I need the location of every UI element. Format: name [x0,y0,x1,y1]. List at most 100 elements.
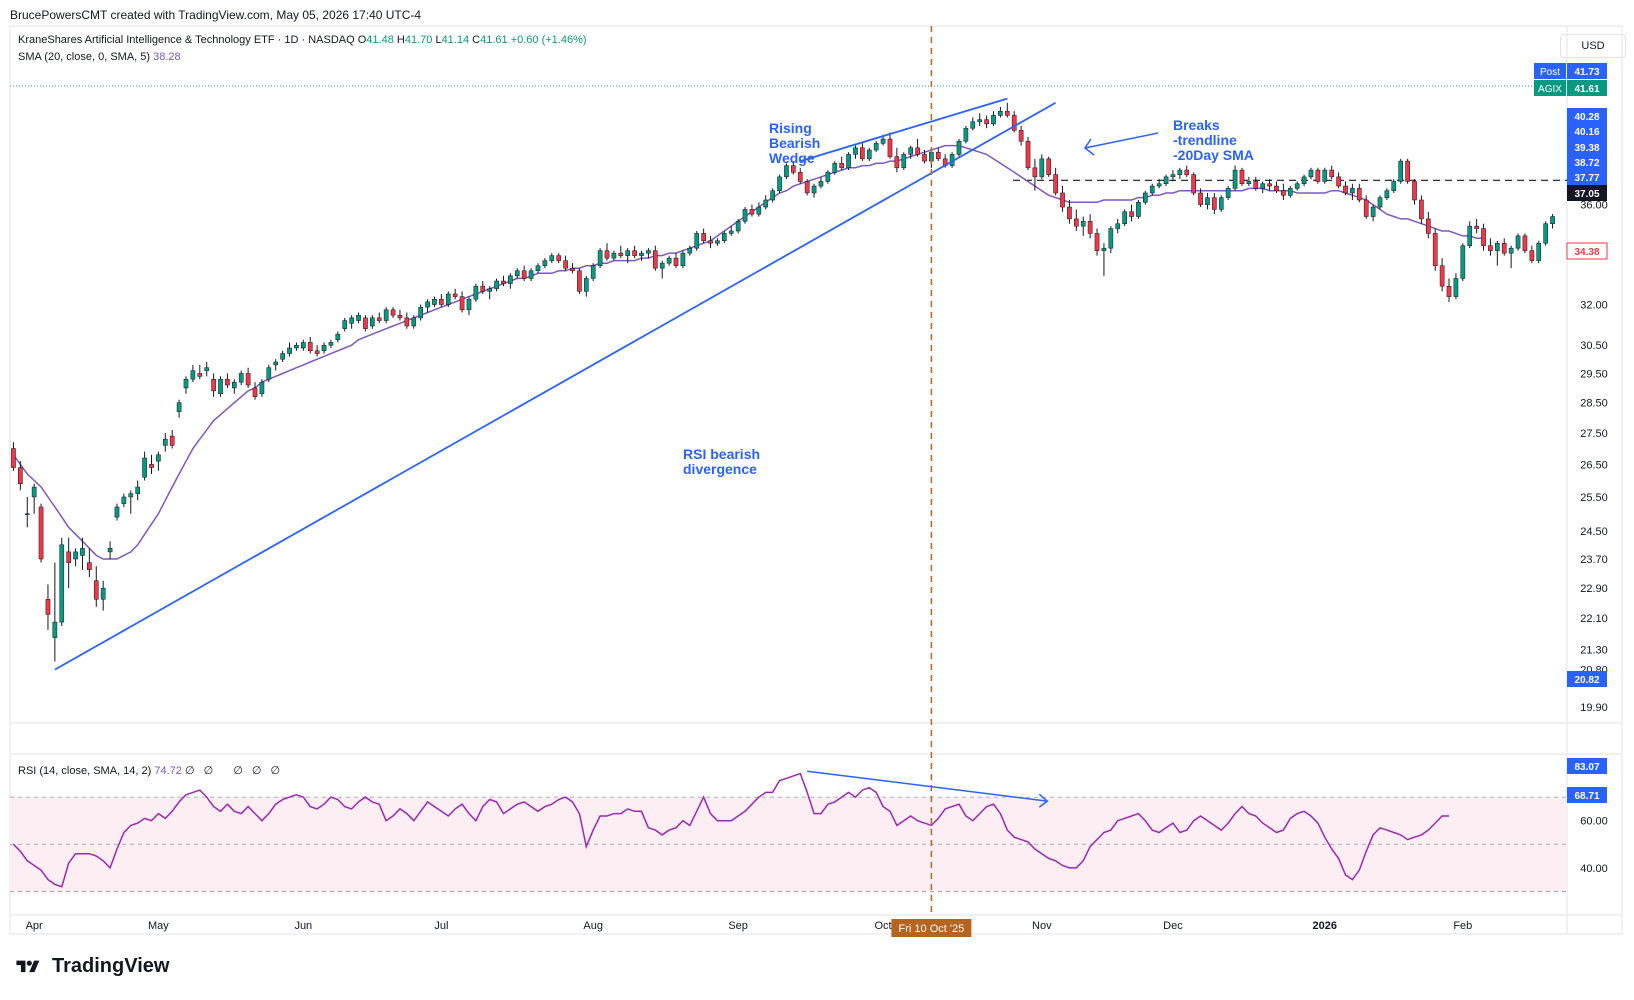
candle-body [611,252,617,259]
candle-body [715,240,720,244]
ohlc-high: 41.70 [404,34,433,46]
time-tick-label: Sep [728,920,748,932]
candle-body [818,181,824,187]
candle-body [259,381,265,395]
price-tick-label: 23.70 [1580,554,1608,566]
candle-body [701,233,706,242]
last-price-badge: 41.61 [1574,84,1599,95]
candle-body [342,320,348,329]
candle-body [1391,181,1397,191]
low-badge: 20.82 [1574,675,1599,686]
candle-body [280,353,285,360]
ohlc-close-label: C [472,34,481,46]
candle-body [680,252,686,266]
candle-body [370,317,375,327]
sma-label: SMA (20, close, 0, SMA, 5) [18,51,151,63]
candle-body [1074,218,1079,227]
last-price-badge-bg [1567,80,1607,96]
candle-body [1032,167,1038,178]
candle-body [1129,211,1134,217]
time-tick-label: Oct [875,920,892,932]
candle-body [528,270,534,279]
candle-body [542,260,548,266]
candle-body [659,262,665,269]
candle-body [1336,176,1341,187]
candle-body [93,580,99,600]
price-tick-label: 22.90 [1580,583,1608,595]
candle-body [956,140,962,155]
wedge-lower-trendline [54,101,1057,671]
tradingview-logo[interactable]: TradingView [12,955,169,978]
candle-body [873,143,879,151]
time-tick-label: 2026 [1313,920,1337,932]
candle-body [1432,233,1438,266]
candle-body [915,147,920,155]
candle-body [38,506,44,560]
candle-body [1149,185,1155,194]
candle-body [1170,174,1176,178]
candle-body [1212,197,1217,210]
candle-body [349,317,354,324]
post-price-badge-bg [1567,63,1607,79]
candle-body [1356,188,1362,201]
price-tick-label: 21.30 [1580,645,1608,657]
sma-value: 38.28 [153,51,181,63]
candle-body [1474,225,1479,229]
candle-body [839,163,844,169]
candle-body [556,255,562,261]
candle-body [328,342,334,346]
candle-body [1294,183,1300,189]
candle-body [998,110,1003,116]
breaks-annotation: Breaks [1173,117,1220,133]
candle-body [128,493,134,498]
candle-body [31,486,37,498]
candle-body [1398,160,1404,182]
candle-body [639,252,644,256]
ohlc-open: 41.48 [366,34,394,46]
candle-body [1039,158,1045,178]
rsi-last-badge-bg [1567,787,1607,803]
candle-body [439,298,444,305]
rsi-divergence-annotation: RSI bearish [683,446,760,462]
candle-body [901,154,907,169]
rsi-label: RSI (14, close, SMA, 14, 2) [18,765,152,777]
candle-body [880,138,886,144]
candle-body [652,250,658,269]
candle-body [1495,242,1500,251]
candle-body [1191,174,1196,194]
candle-body [383,309,389,321]
candle-body [266,367,272,380]
candle-body [1232,169,1238,189]
candle-body [314,350,320,354]
candle-body [301,342,306,349]
candle-body [1011,115,1017,131]
price-tick-label: 25.50 [1580,492,1608,504]
price-tick-label: 22.10 [1580,613,1608,625]
time-tick-label: May [148,920,169,932]
low-badge-bg [1567,671,1607,687]
tradingview-logo-icon [16,960,40,972]
candle-body [142,457,147,478]
candle-body [452,293,458,297]
currency-button[interactable]: USD [1560,34,1626,58]
candle-body [321,344,327,352]
rsi-legend: RSI (14, close, SMA, 14, 2) 74.72 ∅ ∅ ∅ … [18,764,283,777]
symbol-name: KraneShares Artificial Intelligence & Te… [18,34,355,46]
candle-body [597,250,603,266]
sma-legend: SMA (20, close, 0, SMA, 5) 38.28 [18,51,181,63]
candle-body [1446,285,1452,297]
last-price-badge-label: AGIX [1538,84,1562,95]
sma-line [12,144,1484,560]
candle-body [197,373,203,377]
rsi-line [12,772,1449,888]
candle-body [1004,110,1010,116]
candle-body [583,278,589,292]
candle-body [666,257,672,264]
price-tick-label: 30.50 [1580,340,1608,352]
candle-body [722,233,727,242]
rsi-divergence-arrowhead [1038,793,1049,808]
candle-body [970,121,976,129]
candle-body [1087,221,1093,234]
candle-body [1508,247,1514,254]
